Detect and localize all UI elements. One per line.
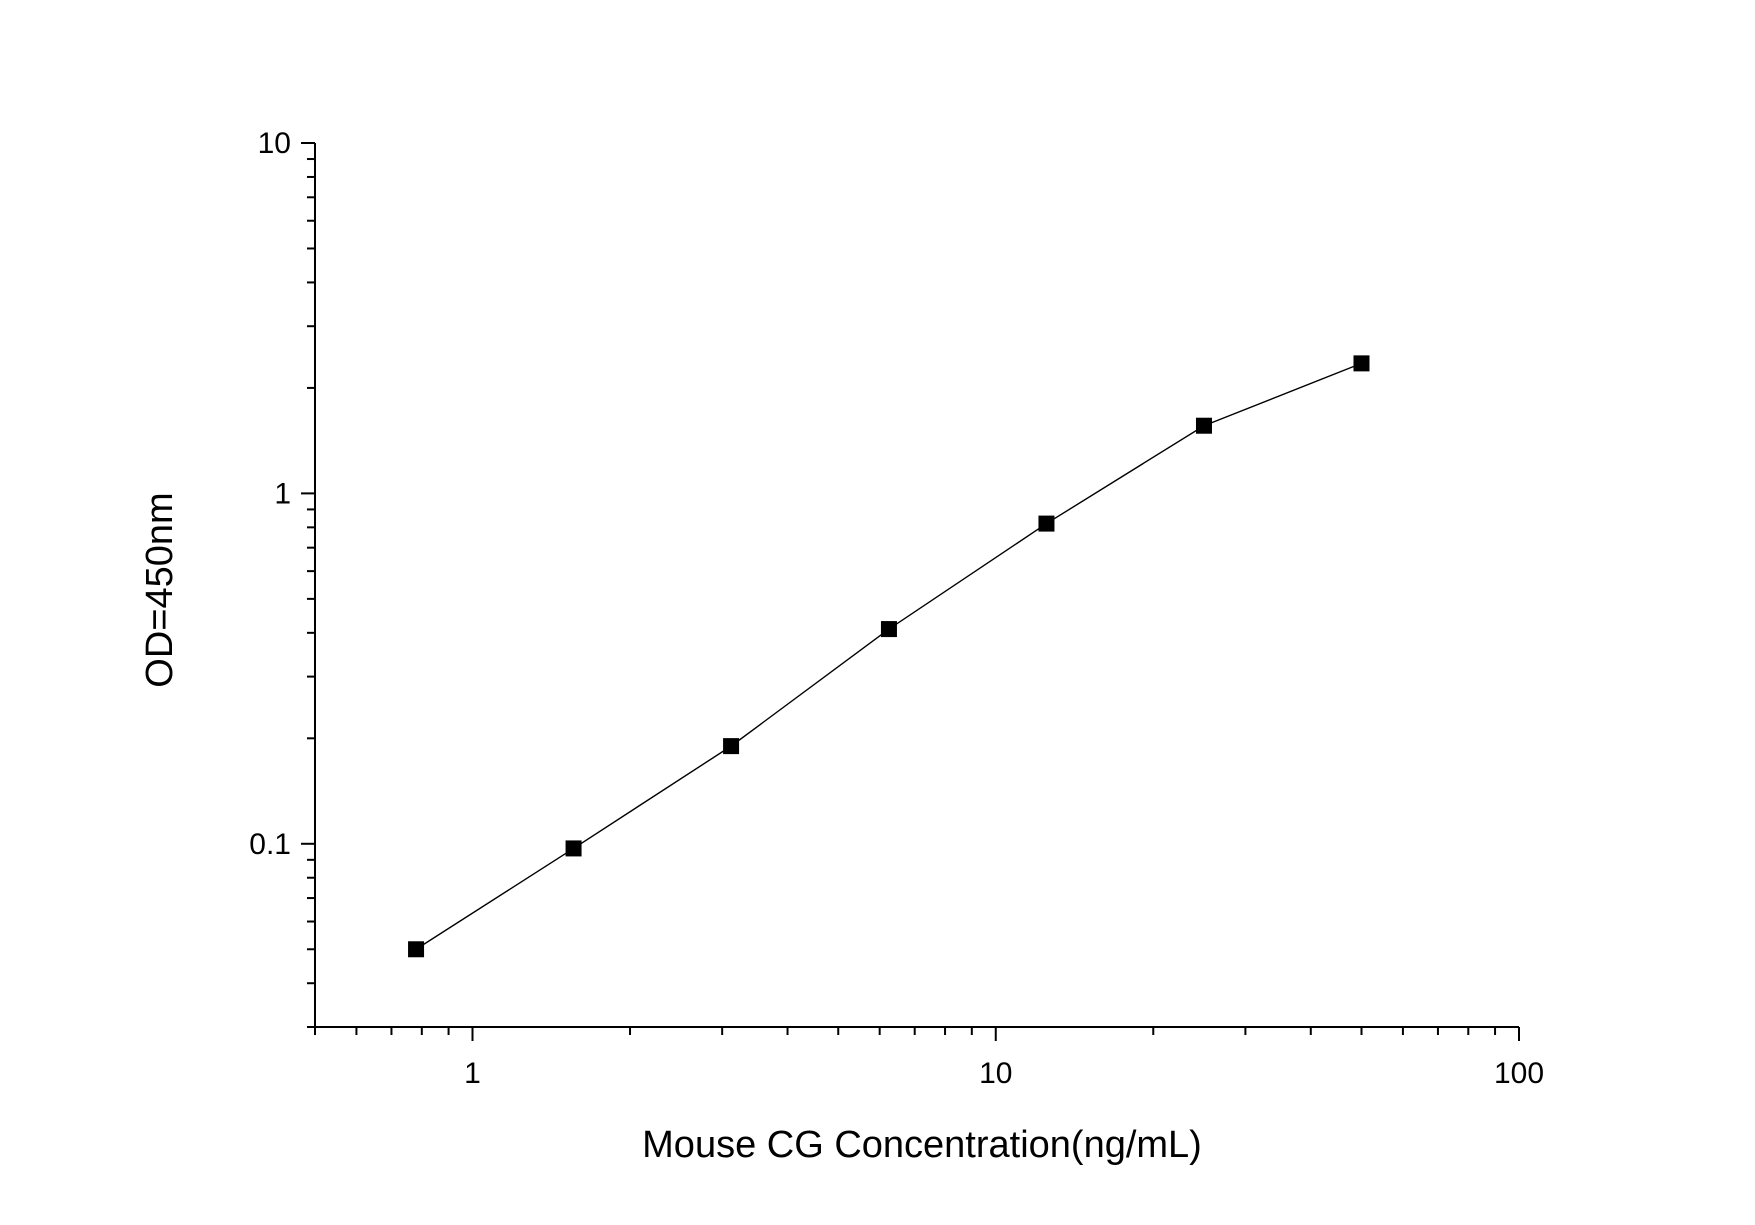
y-tick-label: 10 bbox=[258, 127, 291, 160]
y-tick-label: 1 bbox=[274, 477, 291, 510]
x-axis-label: Mouse CG Concentration(ng/mL) bbox=[642, 1124, 1202, 1166]
data-point bbox=[408, 941, 425, 958]
x-tick-label: 1 bbox=[464, 1057, 481, 1090]
data-point bbox=[1195, 417, 1212, 434]
data-point bbox=[1353, 355, 1370, 372]
data-point bbox=[723, 738, 740, 755]
axis-ticks bbox=[301, 142, 1520, 1041]
data-point bbox=[565, 840, 582, 857]
data-point bbox=[1038, 515, 1055, 532]
x-tick-label: 10 bbox=[979, 1057, 1012, 1090]
data-series bbox=[408, 355, 1370, 958]
data-point bbox=[880, 621, 897, 638]
tick-labels: 1 10 100 0.1 1 10 bbox=[249, 127, 1544, 1090]
y-tick-label: 0.1 bbox=[249, 828, 291, 861]
series-line bbox=[415, 362, 1362, 950]
x-tick-label: 100 bbox=[1494, 1057, 1544, 1090]
axes bbox=[314, 143, 1519, 1028]
y-axis-label: OD=450nm bbox=[139, 492, 181, 687]
